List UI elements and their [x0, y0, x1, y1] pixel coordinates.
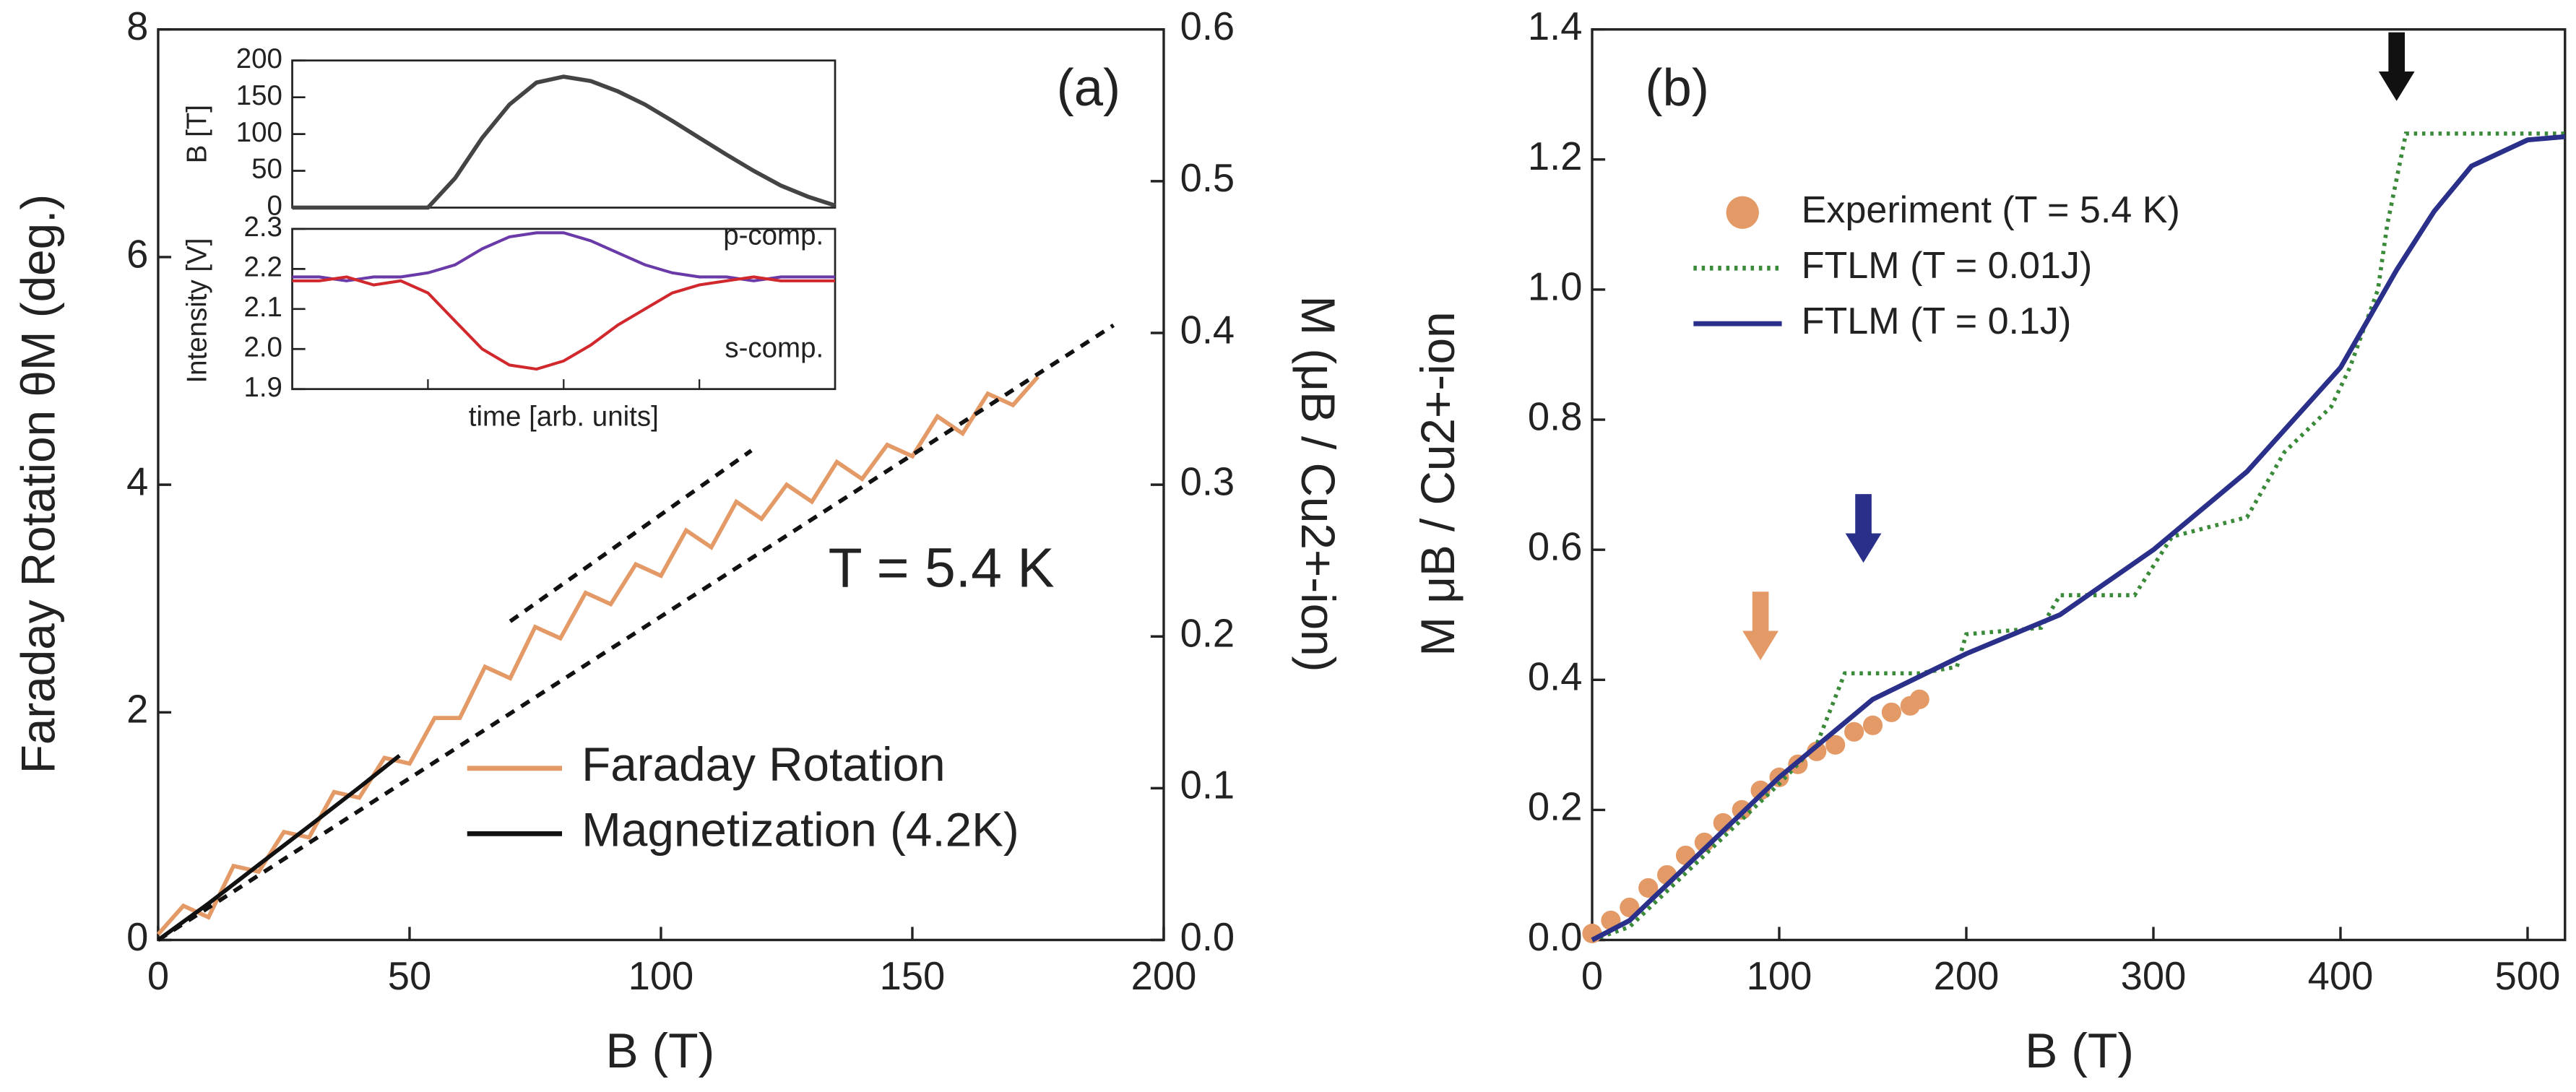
series-line [1591, 134, 2566, 942]
series-line [509, 448, 753, 623]
annotation: (b) [1645, 58, 1709, 117]
inset-bg [292, 57, 836, 393]
x-tick-label: 200 [1131, 954, 1197, 998]
legend-label: Faraday Rotation [582, 738, 945, 791]
inline-label: s-comp. [725, 333, 824, 364]
y2-tick-label: 0.0 [1180, 915, 1235, 959]
y-axis-label: Faraday Rotation θM (deg.) [12, 194, 65, 774]
y-tick-label: 0.0 [1528, 915, 1583, 959]
x-axis-label: B (T) [605, 1024, 714, 1078]
legend-label: FTLM (T = 0.1J) [1802, 300, 2072, 342]
inset-y-label: B [T] [182, 105, 213, 163]
y-tick-label: 150 [236, 80, 282, 111]
x-tick-label: 500 [2495, 954, 2561, 998]
series-line [292, 74, 836, 210]
y-tick-label: 4 [126, 459, 148, 503]
y-axis-label: M μB / Cu2+-ion [1412, 311, 1464, 656]
y-tick-label: 2.0 [243, 332, 282, 363]
y2-tick-label: 0.2 [1180, 612, 1235, 656]
data-point [1862, 715, 1883, 735]
y-tick-label: 1.9 [243, 372, 282, 403]
data-point [1638, 878, 1659, 898]
x-tick-label: 200 [1934, 954, 2000, 998]
y-tick-label: 0.6 [1528, 525, 1583, 569]
data-point [1582, 923, 1602, 944]
y-tick-label: 1.0 [1528, 264, 1583, 308]
inline-label: p-comp. [723, 220, 824, 251]
series-line [156, 375, 1040, 936]
y2-tick-label: 0.4 [1180, 308, 1235, 352]
x-axis-label: B (T) [2025, 1024, 2134, 1078]
legend-label: Experiment (T = 5.4 K) [1802, 189, 2180, 231]
series-line [157, 324, 1115, 942]
annotation: (a) [1057, 58, 1121, 117]
data-point [1909, 689, 1929, 709]
x-tick-label: 300 [2121, 954, 2187, 998]
y-tick-label: 8 [126, 4, 148, 48]
y2-tick-label: 0.1 [1180, 763, 1235, 807]
y-tick-label: 2.2 [243, 251, 282, 282]
y-tick-label: 2.3 [243, 212, 282, 243]
y-tick-label: 2 [126, 688, 148, 732]
y-tick-label: 0.2 [1528, 785, 1583, 829]
data-point [1881, 702, 1901, 722]
y-tick-label: 50 [251, 154, 282, 185]
arrow [1742, 592, 1778, 661]
y-tick-label: 200 [236, 43, 282, 74]
data-point [1620, 897, 1640, 918]
y-tick-label: 0 [126, 915, 148, 959]
y-tick-label: 0.4 [1528, 655, 1583, 699]
inset-y-label: Intensity [V] [182, 238, 213, 384]
y-tick-label: 0 [267, 191, 282, 222]
y-tick-label: 100 [236, 117, 282, 148]
x-tick-label: 0 [1581, 954, 1603, 998]
legend-label: FTLM (T = 0.01J) [1802, 245, 2093, 287]
data-point [1844, 722, 1864, 742]
annotation: T = 5.4 K [829, 537, 1055, 599]
x-tick-label: 50 [388, 954, 431, 998]
y-tick-label: 0.8 [1528, 394, 1583, 438]
arrow [2378, 32, 2415, 101]
data-point [1825, 734, 1846, 755]
y-tick-label: 6 [126, 232, 148, 276]
plot-frame [1591, 28, 2567, 942]
x-tick-label: 100 [628, 954, 694, 998]
y2-tick-label: 0.6 [1180, 4, 1235, 48]
y2-axis-label: M (μB / Cu2+-ion) [1292, 295, 1344, 672]
y-tick-label: 1.2 [1528, 134, 1583, 178]
series-line [157, 753, 401, 942]
x-tick-label: 150 [880, 954, 946, 998]
y-tick-label: 1.4 [1528, 4, 1583, 48]
legend-label: Magnetization (4.2K) [582, 804, 1019, 857]
y-tick-label: 2.1 [243, 292, 282, 323]
series-line [292, 275, 836, 371]
y2-tick-label: 0.5 [1180, 156, 1235, 200]
data-point [1807, 741, 1827, 761]
series-line [1591, 131, 2565, 942]
y2-tick-label: 0.3 [1180, 459, 1235, 503]
x-tick-label: 0 [147, 954, 169, 998]
data-point [1750, 780, 1771, 800]
x-tick-label: 400 [2308, 954, 2374, 998]
inset-x-label: time [arb. units] [469, 402, 659, 433]
legend-swatch [1726, 196, 1759, 229]
arrow [1845, 494, 1882, 563]
x-tick-label: 100 [1747, 954, 1812, 998]
